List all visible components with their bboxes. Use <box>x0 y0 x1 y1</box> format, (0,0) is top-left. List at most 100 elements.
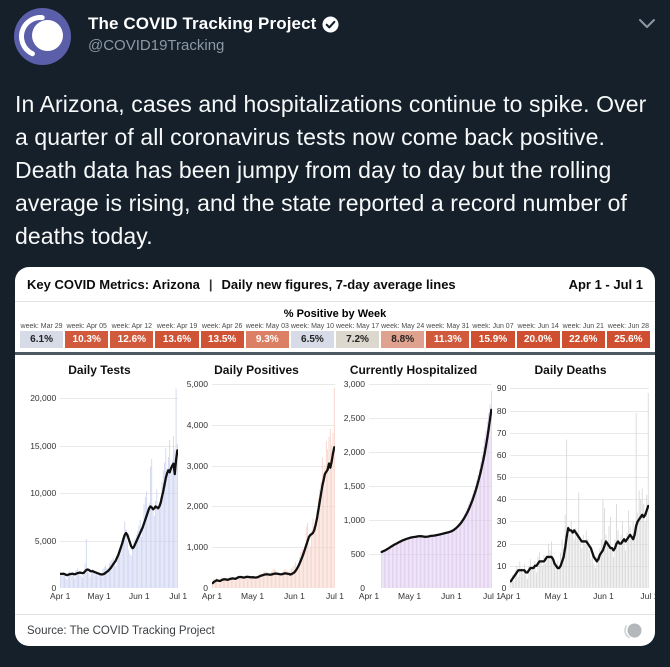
chart-title: Daily Positives <box>214 363 299 377</box>
card-footer: Source: The COVID Tracking Project <box>15 614 655 646</box>
y-tick-label: 50 <box>496 472 507 483</box>
plot-area <box>510 384 649 588</box>
y-axis: 0 500 1,000 1,500 2,000 2,500 3,000 <box>335 379 369 593</box>
y-tick-label: 10,000 <box>30 488 57 499</box>
avatar[interactable] <box>14 8 71 65</box>
card-subtitle: Daily new figures, 7-day average lines <box>221 276 456 292</box>
y-tick-label: 5,000 <box>34 535 57 546</box>
x-tick-label: Apr 1 <box>201 591 223 601</box>
y-tick-label: 0 <box>203 583 208 593</box>
positivity-value-cell: 6.5% <box>290 331 334 348</box>
positivity-week-label: week: May 10 <box>290 323 334 330</box>
x-axis: Apr 1 May 1 Jun 1 Jul 1 <box>359 588 501 605</box>
y-tick-label: 90 <box>496 383 507 394</box>
card-header: Key COVID Metrics: Arizona | Daily new f… <box>15 267 655 302</box>
y-tick-label: 5,000 <box>186 379 208 389</box>
covid-tracking-logo-gray-icon <box>624 621 642 640</box>
chevron-down-icon[interactable] <box>638 18 656 30</box>
positivity-value-cell: 25.6% <box>606 331 650 348</box>
positivity-week-column: week: May 03 9.3% <box>245 323 289 348</box>
y-axis: 0 10 20 30 40 50 60 70 80 90 <box>492 383 510 593</box>
covid-tracking-logo-icon <box>14 8 71 65</box>
positivity-week-label: week: May 24 <box>381 323 425 330</box>
positivity-value-cell: 11.3% <box>426 331 470 348</box>
y-tick-label: 2,000 <box>186 501 208 512</box>
y-tick-label: 3,000 <box>186 460 208 471</box>
author-handle[interactable]: @COVID19Tracking <box>88 37 225 54</box>
positivity-week-column: week: Apr 12 12.6% <box>110 323 154 348</box>
positivity-week-column: week: Mar 29 6.1% <box>20 323 64 348</box>
chart-title: Daily Tests <box>68 363 131 377</box>
x-tick-label: Jul 1 <box>169 591 188 601</box>
y-tick-label: 500 <box>350 549 365 559</box>
x-tick-label: Jun 1 <box>593 591 614 601</box>
x-tick-label: Jul 1 <box>483 591 501 601</box>
chart-currently-hospitalized: Currently Hospitalized 0 500 1,000 1,500 2,0… <box>335 358 501 605</box>
x-tick-label: May 1 <box>398 591 422 601</box>
positivity-week-column: week: May 10 6.5% <box>290 323 334 348</box>
y-tick-label: 0 <box>501 583 507 593</box>
author-names: The COVID Tracking Project @COVID19Track… <box>88 14 339 54</box>
x-tick-label: Jul 1 <box>326 591 344 601</box>
y-tick-label: 0 <box>51 583 57 593</box>
positivity-value-cell: 8.8% <box>381 331 425 348</box>
y-tick-label: 0 <box>360 583 365 593</box>
metrics-card-image[interactable]: Key COVID Metrics: Arizona | Daily new f… <box>15 267 655 646</box>
y-tick-label: 80 <box>496 405 507 416</box>
y-axis: 0 1,000 2,000 3,000 4,000 5,000 <box>178 379 212 593</box>
positivity-value-cell: 15.9% <box>471 331 515 348</box>
y-tick-label: 2,000 <box>343 447 365 457</box>
y-tick-label: 60 <box>496 449 507 460</box>
positivity-section: % Positive by Week week: Mar 29 6.1% week:… <box>15 302 655 348</box>
positivity-week-label: week: Jun 07 <box>472 323 514 330</box>
plot-area <box>369 384 492 588</box>
positivity-week-column: week: Jun 07 15.9% <box>471 323 515 348</box>
y-tick-label: 70 <box>496 427 507 438</box>
y-tick-label: 40 <box>496 494 507 505</box>
positivity-value-cell: 22.6% <box>561 331 605 348</box>
verified-badge-icon <box>322 16 339 32</box>
y-tick-label: 15,000 <box>30 440 57 451</box>
display-name[interactable]: The COVID Tracking Project <box>88 14 317 33</box>
plot-area <box>212 384 335 588</box>
plot-area <box>60 384 178 588</box>
positivity-week-column: week: Apr 05 10.3% <box>65 323 109 348</box>
positivity-week-label: week: May 03 <box>245 323 289 330</box>
chart-title: Currently Hospitalized <box>349 363 478 377</box>
chart-daily-tests: Daily Tests 0 5,000 10,000 15,000 20,000 Apr… <box>21 358 187 605</box>
y-tick-label: 4,000 <box>186 419 208 430</box>
positivity-week-label: week: May 31 <box>426 323 470 330</box>
positivity-table: week: Mar 29 6.1% week: Apr 05 10.3% week: A… <box>20 323 650 348</box>
x-tick-label: May 1 <box>544 591 568 601</box>
x-tick-label: Apr 1 <box>358 591 380 601</box>
y-axis: 0 5,000 10,000 15,000 20,000 <box>21 384 60 593</box>
positivity-week-column: week: Apr 26 13.5% <box>200 323 244 348</box>
y-tick-label: 20 <box>496 538 507 549</box>
y-tick-label: 10 <box>496 560 507 571</box>
positivity-week-label: week: May 17 <box>335 323 380 330</box>
positivity-value-cell: 9.3% <box>245 331 289 348</box>
y-tick-label: 20,000 <box>30 393 57 404</box>
positivity-week-column: week: May 31 11.3% <box>426 323 470 348</box>
positivity-week-label: week: Apr 26 <box>201 323 243 330</box>
tweet-header: The COVID Tracking Project @COVID19Track… <box>14 8 656 68</box>
x-axis: Apr 1 May 1 Jun 1 Jul 1 <box>500 588 655 605</box>
y-tick-label: 1,000 <box>186 542 208 553</box>
chart-daily-positives: Daily Positives 0 1,000 2,000 3,000 4,000 5,0… <box>178 358 344 605</box>
x-tick-label: Apr 1 <box>500 591 521 601</box>
positivity-title: % Positive by Week <box>283 308 387 320</box>
positivity-week-label: week: Apr 19 <box>156 323 198 330</box>
positivity-week-column: week: May 17 7.2% <box>335 323 380 348</box>
y-tick-label: 30 <box>496 516 507 527</box>
x-tick-label: Apr 1 <box>50 591 71 601</box>
positivity-week-column: week: Apr 19 13.6% <box>155 323 199 348</box>
positivity-week-label: week: Jun 21 <box>562 323 604 330</box>
card-title-separator: | <box>208 276 213 292</box>
x-tick-label: May 1 <box>87 591 111 601</box>
y-tick-label: 3,000 <box>343 379 365 389</box>
card-title: Key COVID Metrics: Arizona <box>27 276 200 292</box>
positivity-week-column: week: Jun 21 22.6% <box>561 323 605 348</box>
positivity-value-cell: 13.6% <box>155 331 199 348</box>
x-tick-label: May 1 <box>241 591 265 601</box>
positivity-value-cell: 20.0% <box>516 331 560 348</box>
